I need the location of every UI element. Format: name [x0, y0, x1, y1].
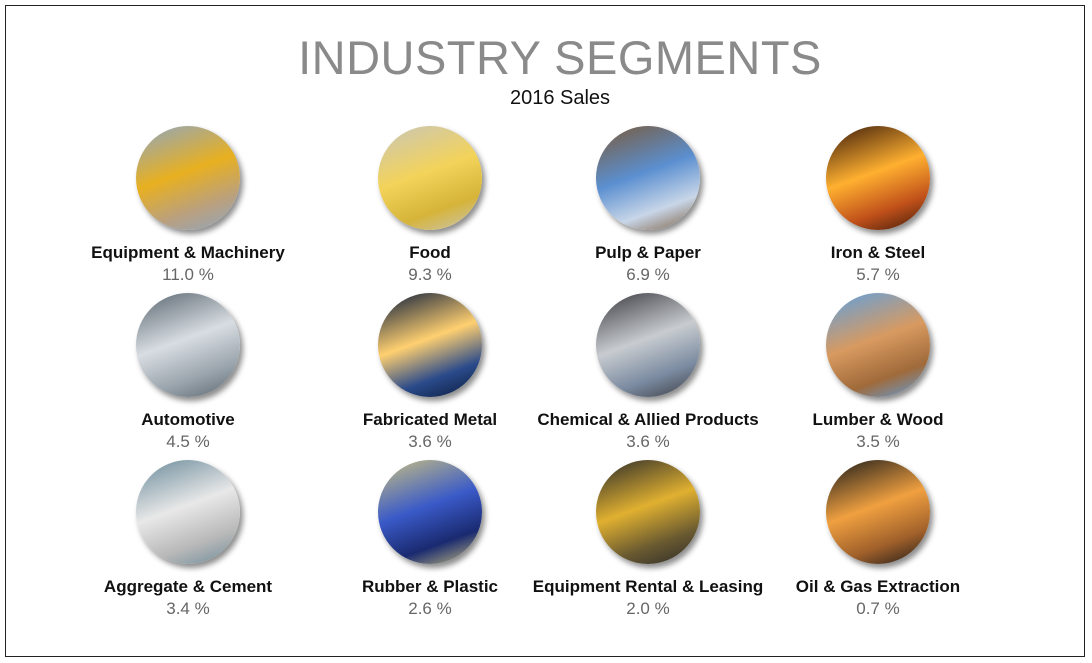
segment-item: Equipment & Machinery 11.0 %: [48, 126, 328, 285]
segment-item: Pulp & Paper 6.9 %: [508, 126, 788, 285]
gravel-conveyor-image-icon: [136, 460, 240, 564]
segment-percentage: 3.6 %: [626, 432, 670, 451]
segment-name: Fabricated Metal: [362, 410, 498, 429]
infographic-frame: [5, 5, 1085, 657]
segment-item: Equipment Rental & Leasing 2.0 %: [508, 460, 788, 619]
segment-name: Iron & Steel: [830, 243, 926, 262]
segment-item: Lumber & Wood 3.5 %: [738, 293, 1018, 452]
segment-percentage: 3.4 %: [166, 599, 210, 618]
segment-name: Equipment & Machinery: [91, 243, 285, 262]
paper-mill-logs-image-icon: [596, 126, 700, 230]
segment-name: Chemical & Allied Products: [537, 410, 759, 429]
pasta-production-image-icon: [378, 126, 482, 230]
segment-percentage: 2.6 %: [408, 599, 452, 618]
plastic-bottles-image-icon: [378, 460, 482, 564]
segment-item: Fabricated Metal 3.6 %: [290, 293, 570, 452]
mining-truck-tire-image-icon: [596, 460, 700, 564]
segment-name: Food: [409, 243, 451, 262]
car-assembly-line-image-icon: [136, 293, 240, 397]
segment-name: Rubber & Plastic: [361, 577, 499, 596]
segment-item: Iron & Steel 5.7 %: [738, 126, 1018, 285]
segment-item: Oil & Gas Extraction 0.7 %: [738, 460, 1018, 619]
oil-pump-sunset-image-icon: [826, 460, 930, 564]
segment-percentage: 3.5 %: [856, 432, 900, 451]
segment-item: Chemical & Allied Products 3.6 %: [508, 293, 788, 452]
angle-grinder-image-icon: [596, 293, 700, 397]
segment-percentage: 9.3 %: [408, 265, 452, 284]
segment-item: Automotive 4.5 %: [48, 293, 328, 452]
segment-percentage: 11.0 %: [162, 265, 214, 284]
segment-name: Oil & Gas Extraction: [795, 577, 961, 596]
molten-steel-sparks-image-icon: [826, 126, 930, 230]
segment-name: Equipment Rental & Leasing: [532, 577, 764, 596]
dump-truck-excavator-image-icon: [136, 126, 240, 230]
page-subtitle: 2016 Sales: [509, 87, 611, 109]
log-pile-image-icon: [826, 293, 930, 397]
segment-item: Rubber & Plastic 2.6 %: [290, 460, 570, 619]
segment-name: Lumber & Wood: [812, 410, 944, 429]
segment-item: Food 9.3 %: [290, 126, 570, 285]
page-title: INDUSTRY SEGMENTS: [298, 31, 822, 84]
segment-name: Pulp & Paper: [595, 243, 701, 262]
segment-percentage: 3.6 %: [408, 432, 452, 451]
refinery-night-image-icon: [378, 293, 482, 397]
segment-percentage: 0.7 %: [856, 599, 900, 618]
segment-percentage: 6.9 %: [626, 265, 670, 284]
segment-name: Automotive: [141, 410, 235, 429]
segment-percentage: 2.0 %: [626, 599, 670, 618]
segment-item: Aggregate & Cement 3.4 %: [48, 460, 328, 619]
segment-percentage: 5.7 %: [856, 265, 900, 284]
segment-name: Aggregate & Cement: [103, 577, 273, 596]
segment-percentage: 4.5 %: [166, 432, 210, 451]
